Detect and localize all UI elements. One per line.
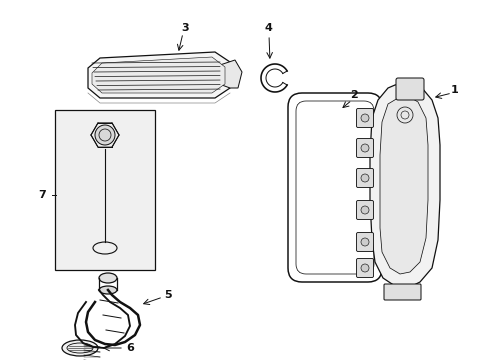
Text: 7: 7	[38, 190, 46, 200]
Circle shape	[360, 264, 368, 272]
Polygon shape	[379, 96, 427, 274]
Polygon shape	[88, 52, 229, 98]
Polygon shape	[220, 60, 242, 88]
FancyBboxPatch shape	[356, 139, 373, 158]
Text: 5: 5	[164, 290, 171, 300]
FancyBboxPatch shape	[356, 168, 373, 188]
FancyBboxPatch shape	[356, 201, 373, 220]
Ellipse shape	[62, 340, 98, 356]
Circle shape	[360, 144, 368, 152]
Text: 6: 6	[126, 343, 134, 353]
Text: 3: 3	[181, 23, 188, 33]
FancyBboxPatch shape	[383, 284, 420, 300]
Ellipse shape	[99, 273, 117, 283]
Ellipse shape	[99, 286, 117, 294]
FancyBboxPatch shape	[395, 78, 423, 100]
Text: 4: 4	[264, 23, 271, 33]
Text: 1: 1	[450, 85, 458, 95]
Polygon shape	[369, 82, 439, 288]
Polygon shape	[92, 57, 224, 93]
FancyBboxPatch shape	[356, 233, 373, 252]
Text: 2: 2	[349, 90, 357, 100]
Bar	[55, 110, 155, 270]
Circle shape	[360, 174, 368, 182]
Circle shape	[360, 114, 368, 122]
Circle shape	[360, 206, 368, 214]
FancyBboxPatch shape	[356, 258, 373, 278]
Circle shape	[360, 238, 368, 246]
Circle shape	[95, 125, 115, 145]
FancyBboxPatch shape	[356, 108, 373, 127]
